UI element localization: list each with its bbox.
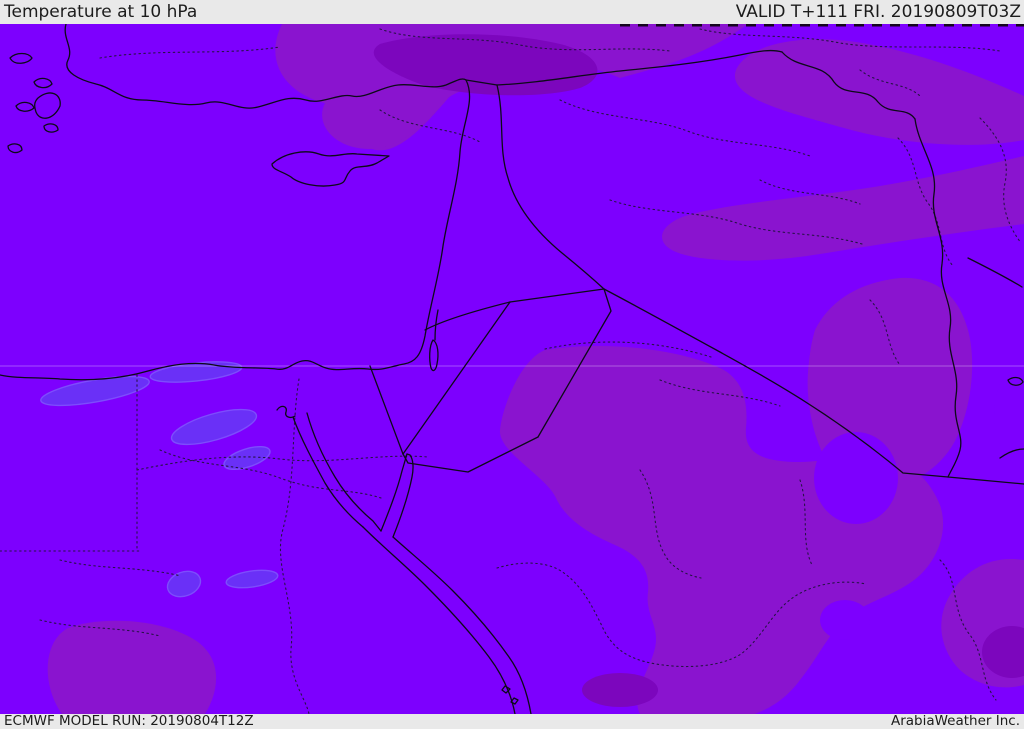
header-bar: Temperature at 10 hPa VALID T+111 FRI. 2… — [0, 0, 1024, 24]
coastlines — [0, 24, 1024, 714]
country-borders-dotted — [0, 28, 1022, 714]
map-canvas — [0, 24, 1024, 714]
map-title: Temperature at 10 hPa — [4, 2, 198, 22]
blue-anomaly-patches — [40, 361, 279, 598]
warm-hole-region — [814, 360, 1024, 640]
deep-cold-core-region — [373, 34, 1024, 707]
model-run-label: ECMWF MODEL RUN: 20190804T12Z — [4, 712, 254, 729]
weather-map — [0, 24, 1024, 714]
provider-credit-label: ArabiaWeather Inc. — [890, 712, 1020, 729]
footer-bar: ECMWF MODEL RUN: 20190804T12Z ArabiaWeat… — [0, 712, 1024, 729]
valid-time-label: VALID T+111 FRI. 20190809T03Z — [735, 2, 1021, 22]
